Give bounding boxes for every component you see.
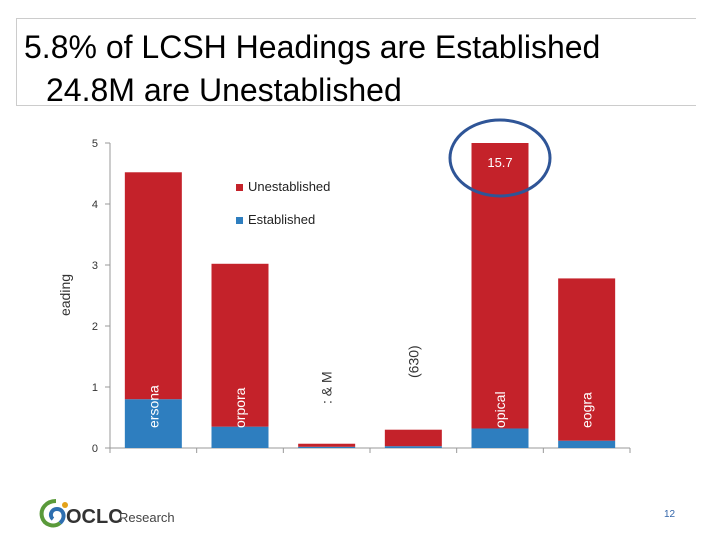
labels-layer: ersona orpora : & M (630) opical eogra	[145, 345, 594, 428]
bar-established	[211, 426, 269, 448]
bar-unestablished	[384, 429, 442, 447]
annotation-label: 15.7	[487, 155, 512, 170]
bar-established	[298, 446, 356, 448]
bar-unestablished	[298, 443, 356, 447]
y-tick-label: 5	[92, 138, 98, 150]
category-label: orpora	[232, 387, 248, 428]
legend-swatch	[236, 217, 243, 224]
logo-name: OCLC	[66, 506, 123, 528]
y-tick-label: 1	[92, 382, 98, 394]
bar-unestablished	[124, 172, 182, 400]
slide-title-line-2: 24.8M are Unestablished	[46, 72, 402, 108]
legend-label: Established	[248, 212, 315, 227]
slide-title-line-1: 5.8% of LCSH Headings are Established	[24, 29, 601, 65]
legend-swatch	[236, 184, 243, 191]
bar-established	[471, 428, 529, 448]
page-number: 12	[664, 509, 676, 520]
legend: Unestablished Established	[236, 179, 330, 227]
category-label: ersona	[145, 385, 161, 428]
bars-layer	[124, 143, 616, 448]
y-tick-label: 4	[92, 199, 98, 211]
y-tick-label: 2	[92, 321, 98, 333]
category-label: (630)	[405, 345, 421, 378]
y-axis-label: eading	[57, 274, 73, 316]
oclc-swirl-icon	[39, 499, 68, 528]
bar-established	[558, 440, 616, 448]
title-box	[16, 18, 696, 106]
category-label: opical	[492, 391, 508, 428]
bar-established	[384, 446, 442, 448]
annotation-layer: 15.7	[448, 118, 552, 198]
category-label: eogra	[579, 392, 595, 428]
y-tick-label: 3	[92, 260, 98, 272]
bar-unestablished	[558, 278, 616, 441]
bar-unestablished	[471, 143, 529, 429]
legend-label: Unestablished	[248, 179, 330, 194]
bar-established	[124, 399, 182, 448]
category-label: : & M	[319, 371, 335, 404]
axis-layer: 0 1 2 3 4 5 eading	[57, 138, 631, 455]
bar-unestablished	[211, 263, 269, 427]
highlight-circle	[448, 118, 552, 198]
logo-suffix: Research	[119, 510, 175, 525]
y-tick-label: 0	[92, 443, 98, 455]
